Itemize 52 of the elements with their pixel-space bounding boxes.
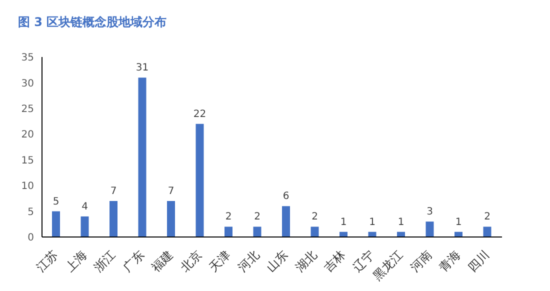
- y-tick-label: 15: [21, 155, 34, 166]
- bar: [196, 124, 204, 237]
- data-label: 22: [193, 108, 206, 120]
- x-tick-label: 山东: [264, 248, 291, 274]
- y-tick-label: 30: [21, 78, 34, 90]
- bar: [138, 78, 146, 237]
- x-tick-label: 吉林: [321, 248, 348, 274]
- bar: [426, 222, 434, 237]
- data-label: 1: [340, 216, 347, 228]
- data-label: 4: [82, 201, 88, 212]
- bar: [167, 201, 175, 237]
- data-label: 1: [398, 216, 404, 228]
- x-tick-label: 河北: [235, 248, 262, 274]
- bar: [110, 201, 118, 237]
- x-tick-label: 福建: [148, 248, 176, 274]
- data-label: 1: [369, 216, 376, 228]
- y-tick-label: 25: [21, 104, 34, 115]
- x-tick-label: 河南: [408, 248, 435, 274]
- data-label: 7: [110, 186, 117, 197]
- x-tick-label: 湖北: [292, 248, 320, 274]
- bar: [483, 226, 492, 237]
- bar: [80, 216, 89, 237]
- data-label: 2: [225, 212, 232, 223]
- chart-title: 图 3 区块链概念股地域分布: [18, 14, 167, 31]
- data-label: 5: [52, 196, 60, 208]
- bar: [282, 206, 290, 237]
- data-label: 2: [484, 212, 490, 223]
- x-tick-label: 四川: [465, 248, 492, 274]
- bar: [253, 226, 262, 237]
- y-tick-label: 35: [21, 52, 34, 64]
- data-label: 31: [136, 62, 149, 74]
- bar: [224, 226, 232, 237]
- x-tick-label: 浙江: [91, 248, 118, 274]
- y-tick-label: 5: [28, 206, 34, 218]
- bar: [310, 226, 319, 237]
- data-label: 1: [455, 216, 462, 228]
- data-label: 7: [168, 186, 174, 197]
- y-tick-label: 10: [21, 181, 34, 192]
- x-tick-label: 广东: [120, 248, 148, 274]
- data-label: 2: [312, 212, 318, 223]
- x-tick-label: 天津: [206, 248, 234, 274]
- y-tick-label: 20: [21, 130, 34, 141]
- x-tick-label: 青海: [436, 248, 464, 274]
- data-label: 2: [254, 212, 260, 223]
- x-tick-label: 黑龙江: [370, 248, 406, 283]
- bar: [52, 211, 60, 237]
- x-tick-label: 江苏: [34, 248, 61, 274]
- data-label: 3: [426, 206, 433, 218]
- y-tick-label: 0: [28, 232, 34, 244]
- x-tick-label: 北京: [178, 248, 205, 274]
- data-label: 6: [282, 191, 290, 202]
- x-tick-label: 上海: [62, 248, 90, 274]
